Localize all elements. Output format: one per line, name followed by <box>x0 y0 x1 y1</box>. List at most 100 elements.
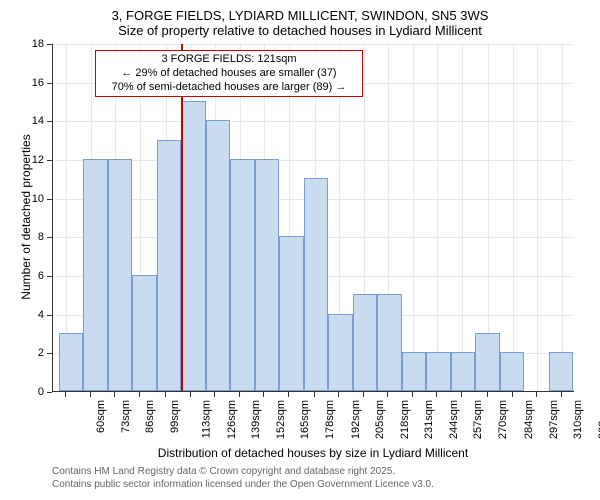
ytick-label: 6 <box>24 270 44 282</box>
xtick-mark <box>314 392 315 397</box>
xtick-mark <box>487 392 488 397</box>
histogram-bar <box>181 101 205 391</box>
xtick-label: 73sqm <box>120 400 132 433</box>
xtick-mark <box>288 392 289 397</box>
histogram-bar <box>377 294 401 391</box>
xtick-mark <box>263 392 264 397</box>
xtick-label: 270sqm <box>497 400 509 439</box>
xtick-mark <box>387 392 388 397</box>
xtick-mark <box>239 392 240 397</box>
gridline-v <box>437 44 438 391</box>
ytick-mark <box>47 353 52 354</box>
ytick-mark <box>47 237 52 238</box>
x-axis-label: Distribution of detached houses by size … <box>52 446 574 460</box>
attribution-line1: Contains HM Land Registry data © Crown c… <box>52 466 434 479</box>
ytick-mark <box>47 315 52 316</box>
chart-container: 3, FORGE FIELDS, LYDIARD MILLICENT, SWIN… <box>0 0 600 500</box>
ytick-label: 8 <box>24 231 44 243</box>
ytick-mark <box>47 83 52 84</box>
gridline-v <box>413 44 414 391</box>
xtick-label: 257sqm <box>473 400 485 439</box>
gridline-v <box>562 44 563 391</box>
histogram-bar <box>328 314 352 391</box>
annotation-line1: 3 FORGE FIELDS: 121sqm <box>100 53 358 67</box>
xtick-label: 205sqm <box>375 400 387 439</box>
histogram-bar <box>157 140 181 391</box>
xtick-label: 244sqm <box>448 400 460 439</box>
chart-title-line2: Size of property relative to detached ho… <box>0 23 600 42</box>
ytick-label: 2 <box>24 347 44 359</box>
xtick-label: 284sqm <box>523 400 535 439</box>
histogram-bar <box>549 352 573 391</box>
ytick-label: 4 <box>24 309 44 321</box>
xtick-label: 310sqm <box>572 400 584 439</box>
ytick-label: 18 <box>24 38 44 50</box>
xtick-mark <box>338 392 339 397</box>
xtick-label: 99sqm <box>169 400 181 433</box>
histogram-bar <box>206 120 230 391</box>
ytick-label: 0 <box>24 386 44 398</box>
ytick-mark <box>47 44 52 45</box>
xtick-label: 297sqm <box>548 400 560 439</box>
gridline-h <box>53 44 574 45</box>
attribution: Contains HM Land Registry data © Crown c… <box>52 466 434 491</box>
xtick-mark <box>512 392 513 397</box>
chart-title-line1: 3, FORGE FIELDS, LYDIARD MILLICENT, SWIN… <box>0 0 600 23</box>
histogram-bar <box>402 352 426 391</box>
xtick-mark <box>436 392 437 397</box>
xtick-mark <box>165 392 166 397</box>
histogram-bar <box>108 159 132 391</box>
xtick-mark <box>214 392 215 397</box>
xtick-mark <box>363 392 364 397</box>
gridline-h <box>53 121 574 122</box>
ytick-label: 16 <box>24 77 44 89</box>
gridline-v <box>537 44 538 391</box>
xtick-mark <box>65 392 66 397</box>
ytick-label: 14 <box>24 115 44 127</box>
xtick-label: 218sqm <box>399 400 411 439</box>
annotation-line3: 70% of semi-detached houses are larger (… <box>100 81 358 95</box>
histogram-bar <box>451 352 475 391</box>
histogram-bar <box>132 275 156 391</box>
xtick-mark <box>139 392 140 397</box>
xtick-mark <box>536 392 537 397</box>
histogram-bar <box>59 333 83 391</box>
annotation-box: 3 FORGE FIELDS: 121sqm← 29% of detached … <box>95 50 363 97</box>
annotation-line2: ← 29% of detached houses are smaller (37… <box>100 67 358 81</box>
xtick-label: 113sqm <box>200 400 212 438</box>
xtick-label: 139sqm <box>250 400 262 439</box>
histogram-bar <box>230 159 254 391</box>
xtick-label: 231sqm <box>424 400 436 439</box>
xtick-label: 165sqm <box>299 400 311 439</box>
histogram-bar <box>426 352 450 391</box>
histogram-bar <box>353 294 377 391</box>
ytick-mark <box>47 199 52 200</box>
xtick-label: 192sqm <box>350 400 362 439</box>
histogram-bar <box>83 159 107 391</box>
ytick-mark <box>47 160 52 161</box>
ytick-label: 10 <box>24 193 44 205</box>
attribution-line2: Contains public sector information licen… <box>52 479 434 492</box>
ytick-label: 12 <box>24 154 44 166</box>
ytick-mark <box>47 121 52 122</box>
histogram-bar <box>500 352 524 391</box>
histogram-bar <box>304 178 328 391</box>
xtick-mark <box>561 392 562 397</box>
y-axis-label: Number of detached properties <box>19 107 33 327</box>
xtick-label: 86sqm <box>144 400 156 433</box>
xtick-label: 152sqm <box>275 400 287 439</box>
gridline-v <box>513 44 514 391</box>
histogram-bar <box>255 159 279 391</box>
histogram-bar <box>475 333 499 391</box>
xtick-mark <box>461 392 462 397</box>
xtick-mark <box>90 392 91 397</box>
ytick-mark <box>47 392 52 393</box>
xtick-label: 60sqm <box>95 400 107 433</box>
xtick-mark <box>190 392 191 397</box>
xtick-mark <box>412 392 413 397</box>
gridline-v <box>462 44 463 391</box>
xtick-mark <box>114 392 115 397</box>
ytick-mark <box>47 276 52 277</box>
histogram-bar <box>279 236 303 391</box>
xtick-label: 126sqm <box>226 400 238 439</box>
